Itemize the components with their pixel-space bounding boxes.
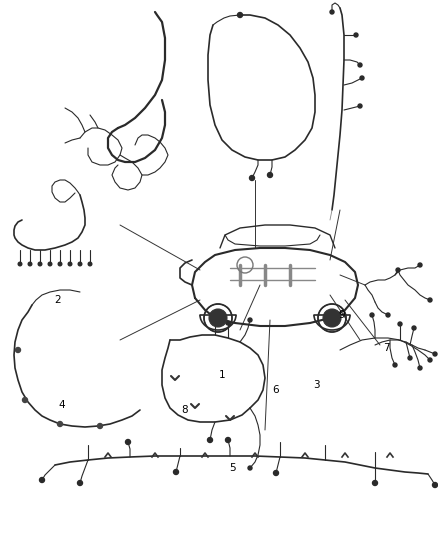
Circle shape (268, 173, 272, 177)
Circle shape (398, 322, 402, 326)
Text: 3: 3 (313, 380, 319, 390)
Circle shape (22, 398, 28, 402)
Circle shape (78, 262, 82, 266)
Circle shape (226, 438, 230, 442)
Text: 4: 4 (59, 400, 65, 410)
Text: 1: 1 (219, 370, 225, 380)
Text: 2: 2 (55, 295, 61, 305)
Circle shape (358, 104, 362, 108)
Circle shape (248, 466, 252, 470)
Circle shape (248, 318, 252, 322)
Circle shape (428, 298, 432, 302)
Circle shape (354, 33, 358, 37)
Circle shape (250, 175, 254, 181)
Circle shape (39, 478, 45, 482)
Circle shape (418, 263, 422, 267)
Circle shape (213, 320, 217, 324)
Text: 5: 5 (229, 463, 235, 473)
Circle shape (173, 470, 179, 474)
Circle shape (48, 262, 52, 266)
Circle shape (360, 76, 364, 80)
Circle shape (273, 471, 279, 475)
Circle shape (412, 326, 416, 330)
Circle shape (209, 309, 227, 327)
Circle shape (396, 268, 400, 272)
Circle shape (418, 366, 422, 370)
Circle shape (38, 262, 42, 266)
Text: 7: 7 (383, 343, 389, 353)
Circle shape (432, 482, 438, 488)
Text: 8: 8 (182, 405, 188, 415)
Circle shape (18, 262, 22, 266)
Circle shape (98, 424, 102, 429)
Circle shape (386, 313, 390, 317)
Circle shape (68, 262, 72, 266)
Circle shape (226, 321, 230, 325)
Text: 6: 6 (273, 385, 279, 395)
Circle shape (58, 262, 62, 266)
Circle shape (15, 348, 21, 352)
Circle shape (372, 481, 378, 486)
Circle shape (370, 313, 374, 317)
Circle shape (78, 481, 82, 486)
Circle shape (126, 440, 131, 445)
Circle shape (393, 363, 397, 367)
Circle shape (214, 314, 222, 322)
Circle shape (433, 352, 437, 356)
Circle shape (408, 356, 412, 360)
Circle shape (237, 12, 243, 18)
Circle shape (428, 358, 432, 362)
Circle shape (57, 422, 63, 426)
Circle shape (88, 262, 92, 266)
Circle shape (323, 309, 341, 327)
Circle shape (208, 438, 212, 442)
Circle shape (28, 262, 32, 266)
Circle shape (328, 314, 336, 322)
Circle shape (330, 10, 334, 14)
Text: 9: 9 (339, 310, 345, 320)
Circle shape (358, 63, 362, 67)
